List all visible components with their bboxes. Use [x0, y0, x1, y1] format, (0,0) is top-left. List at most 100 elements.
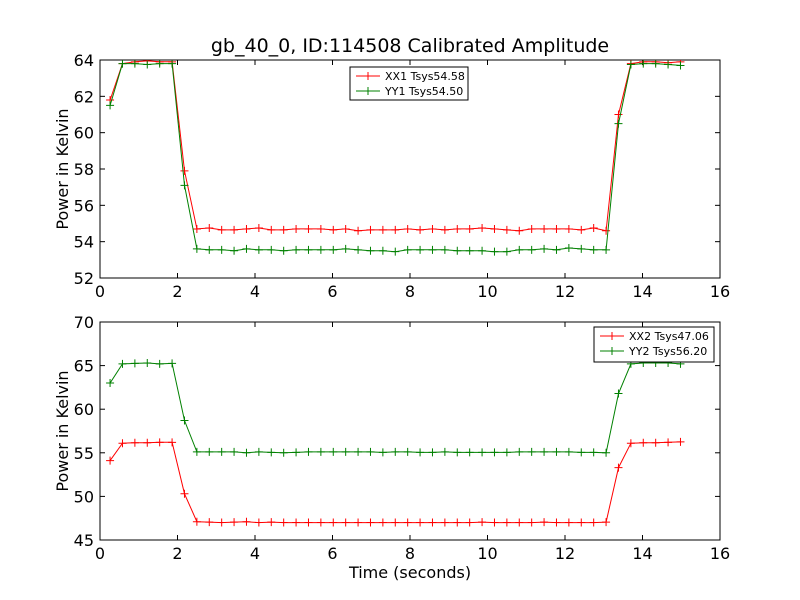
y-tick-label: 56	[74, 196, 94, 215]
data-point	[230, 246, 239, 255]
data-point	[391, 447, 400, 456]
data-point	[614, 110, 623, 119]
data-point	[329, 447, 338, 456]
data-point	[478, 448, 487, 457]
x-tick-label: 8	[405, 544, 415, 563]
data-point	[552, 224, 561, 233]
data-point	[354, 447, 363, 456]
x-tick-label: 0	[95, 544, 105, 563]
x-tick-label: 14	[632, 544, 652, 563]
data-point	[490, 247, 499, 256]
data-point	[515, 245, 524, 254]
data-point	[478, 224, 487, 233]
data-point	[564, 447, 573, 456]
data-point	[391, 518, 400, 527]
data-point	[416, 245, 425, 254]
data-point	[515, 518, 524, 527]
data-point	[664, 60, 673, 69]
data-point	[589, 448, 598, 457]
data-point	[403, 224, 412, 233]
data-point	[192, 224, 201, 233]
data-point	[168, 60, 177, 68]
x-tick-label: 10	[477, 282, 497, 301]
data-point	[254, 518, 263, 527]
data-point	[378, 246, 387, 255]
data-point	[354, 518, 363, 527]
data-point	[564, 518, 573, 527]
data-point	[440, 245, 449, 254]
legend-label: XX1 Tsys54.58	[385, 70, 465, 83]
data-point	[130, 359, 139, 368]
data-point	[254, 224, 263, 233]
data-point	[527, 447, 536, 456]
data-point	[428, 224, 437, 233]
y-tick-label: 70	[74, 313, 94, 332]
data-point	[106, 101, 115, 110]
y-tick-label: 58	[74, 160, 94, 179]
data-point	[614, 389, 623, 398]
data-point	[577, 448, 586, 457]
data-point	[242, 224, 251, 233]
x-tick-label: 10	[477, 544, 497, 563]
data-point	[118, 359, 127, 368]
data-point	[192, 447, 201, 456]
data-point	[254, 245, 263, 254]
data-point	[155, 60, 164, 68]
data-point	[403, 447, 412, 456]
data-point	[502, 518, 511, 527]
chart-2: 0 2 4 6 8 10 12 14 16 45 50 55 60 65 70 Power in Kelvin…	[53, 313, 730, 582]
data-point	[217, 225, 226, 234]
data-point	[589, 245, 598, 254]
data-point	[651, 438, 660, 447]
data-point	[626, 439, 635, 448]
legend-label: YY2 Tsys56.20	[628, 345, 707, 358]
y-tick-label: 60	[74, 124, 94, 143]
data-point	[205, 224, 214, 233]
chart-1: 0 2 4 6 8 10 12 14 16 52 54 56 58 60 62 64 gb_40_0, ID:1…	[53, 35, 730, 301]
data-point	[267, 225, 276, 234]
x-tick-label: 12	[555, 544, 575, 563]
data-point	[155, 438, 164, 447]
y-tick-label: 52	[74, 269, 94, 288]
data-point	[366, 518, 375, 527]
data-point	[118, 439, 127, 448]
data-point	[267, 518, 276, 527]
data-point	[341, 244, 350, 253]
data-point	[378, 225, 387, 234]
data-point	[416, 225, 425, 234]
data-point	[106, 379, 115, 388]
data-point	[304, 245, 313, 254]
x-tick-label: 2	[172, 282, 182, 301]
legend-label: XX2 Tsys47.06	[629, 330, 709, 343]
data-point	[614, 463, 623, 472]
data-point	[416, 448, 425, 457]
series-xx2	[106, 437, 685, 527]
data-point	[490, 518, 499, 527]
data-point	[664, 438, 673, 447]
data-point	[428, 518, 437, 527]
data-point	[341, 447, 350, 456]
data-point	[155, 359, 164, 368]
data-point	[490, 448, 499, 457]
legend-marker	[364, 72, 372, 80]
x-tick-label: 12	[555, 282, 575, 301]
data-point	[292, 448, 301, 457]
data-point	[316, 224, 325, 233]
data-point	[366, 225, 375, 234]
data-point	[267, 448, 276, 457]
x-tick-label: 6	[327, 544, 337, 563]
data-point	[143, 60, 152, 69]
x-tick-label: 16	[710, 544, 730, 563]
data-point	[676, 61, 685, 70]
data-point	[478, 518, 487, 527]
data-point	[651, 60, 660, 68]
x-tick-label: 4	[250, 282, 260, 301]
data-point	[279, 448, 288, 457]
data-point	[502, 448, 511, 457]
data-point	[180, 416, 189, 425]
data-point	[403, 518, 412, 527]
legend-marker	[608, 332, 616, 340]
data-point	[168, 359, 177, 368]
data-point	[440, 225, 449, 234]
data-point	[217, 245, 226, 254]
